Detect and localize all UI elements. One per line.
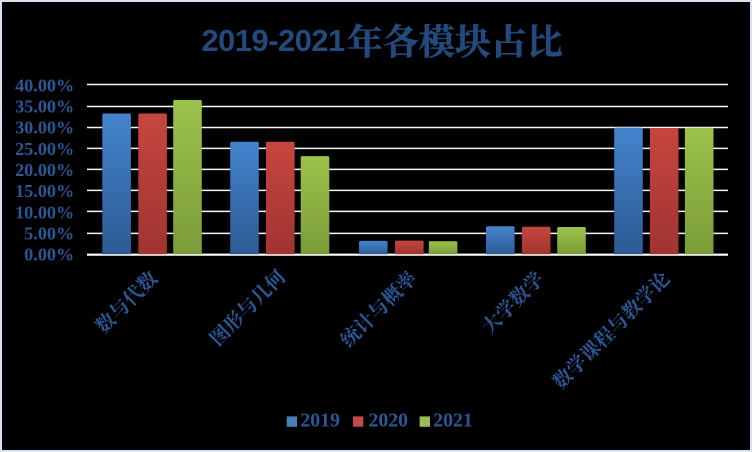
svg-text:40.00%: 40.00% — [15, 75, 74, 95]
svg-text:5.00%: 5.00% — [24, 224, 74, 244]
svg-text:2020: 2020 — [369, 410, 409, 432]
svg-text:20.00%: 20.00% — [15, 160, 74, 180]
svg-text:2021: 2021 — [433, 410, 473, 432]
svg-text:10.00%: 10.00% — [15, 202, 74, 222]
svg-text:0.00%: 0.00% — [24, 245, 74, 265]
svg-text:25.00%: 25.00% — [15, 139, 74, 159]
svg-text:15.00%: 15.00% — [15, 181, 74, 201]
svg-text:35.00%: 35.00% — [15, 97, 74, 117]
svg-text:30.00%: 30.00% — [15, 118, 74, 138]
svg-text:2019: 2019 — [300, 410, 340, 432]
svg-text:2019-2021: 2019-2021 — [202, 23, 346, 58]
